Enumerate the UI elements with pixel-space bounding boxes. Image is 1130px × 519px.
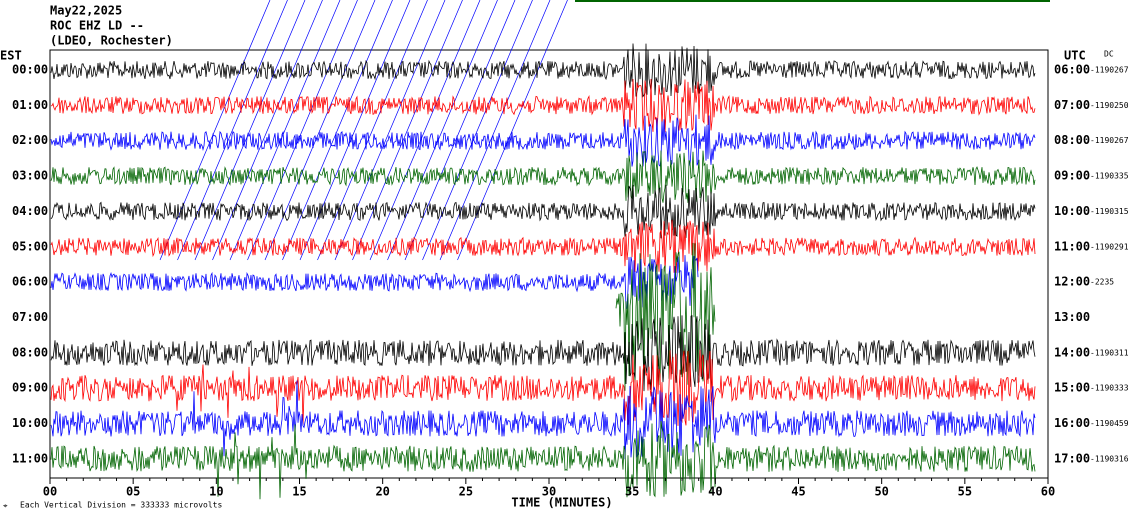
est-hour: 05:00: [12, 239, 48, 253]
est-hour: 09:00: [12, 381, 48, 395]
x-tick-label: 25: [459, 485, 473, 499]
plot-frame: [49, 49, 1049, 479]
est-hour: 01:00: [12, 98, 48, 112]
diagonal-line: [229, 0, 341, 261]
utc-hour: 11:00: [1054, 239, 1090, 253]
traces: [50, 43, 1036, 500]
diagonal-line: [439, 0, 551, 261]
trace: [50, 420, 1036, 500]
est-hour: 03:00: [12, 169, 48, 183]
utc-hour: 12:00: [1054, 275, 1090, 289]
utc-hour: 08:00: [1054, 133, 1090, 147]
trace: [50, 114, 1036, 167]
utc-hour: 17:00: [1054, 451, 1090, 465]
diagonal-line: [159, 0, 271, 261]
diagonal-line: [387, 0, 498, 261]
footer-note: Each Vertical Division = 333333 microvol…: [20, 501, 222, 510]
network: (LDEO, Rochester): [50, 34, 173, 48]
diagonal-line: [177, 0, 288, 261]
diagonal-line: [194, 0, 306, 261]
dc-value: -2235: [1090, 278, 1114, 287]
est-hour: 10:00: [12, 416, 48, 430]
x-tick-label: 60: [1041, 485, 1055, 499]
est-hour: 08:00: [12, 345, 48, 359]
utc-hour: 14:00: [1054, 345, 1090, 359]
x-tick-label: 35: [625, 485, 639, 499]
est-hour: 02:00: [12, 133, 48, 147]
trace: [50, 184, 1036, 239]
x-tick-label: 20: [375, 485, 389, 499]
dc-value: -1190333: [1090, 384, 1129, 393]
est-hour: 07:00: [12, 310, 48, 324]
dc-value: -1190267: [1090, 136, 1129, 145]
trace: [615, 242, 716, 391]
trace: [50, 315, 1036, 392]
x-tick-label: 30: [542, 485, 556, 499]
dc-value: -1190335: [1090, 172, 1129, 181]
utc-hour: 15:00: [1054, 381, 1090, 395]
diagonal-line: [317, 0, 428, 261]
est-label: EST: [0, 49, 22, 63]
diagonal-line: [334, 0, 446, 261]
x-tick-label: 50: [874, 485, 888, 499]
x-axis-title: TIME (MINUTES): [511, 496, 612, 510]
dc-value: -1190291: [1090, 242, 1129, 251]
footer-icon: ⌖: [3, 502, 8, 511]
dc-label: DC: [1104, 50, 1114, 59]
trace: [50, 255, 699, 310]
diagonal-line: [264, 0, 376, 261]
trace: [50, 150, 1036, 203]
diagonal-line: [422, 0, 533, 261]
utc-hour: 16:00: [1054, 416, 1090, 430]
trace: [50, 43, 1036, 98]
est-hour: 04:00: [12, 204, 48, 218]
dc-value: -1190250: [1090, 101, 1129, 110]
diagonal-line: [352, 0, 463, 261]
trace: [50, 219, 1036, 273]
x-tick-label: 10: [209, 485, 223, 499]
est-hour: 00:00: [12, 63, 48, 77]
dc-value: -1190316: [1090, 454, 1129, 463]
utc-hour: 07:00: [1054, 98, 1090, 112]
diagonal-line: [212, 0, 323, 261]
dc-value: -1190315: [1090, 207, 1129, 216]
diagonal-line: [369, 0, 481, 261]
station: ROC EHZ LD --: [50, 19, 144, 33]
est-hour: 06:00: [12, 275, 48, 289]
utc-hour: 09:00: [1054, 169, 1090, 183]
trace: [50, 380, 1036, 460]
dc-value: -1190267: [1090, 66, 1129, 75]
date: May22,2025: [50, 4, 122, 18]
diagonal-lines: [159, 0, 568, 261]
x-tick-label: 05: [126, 485, 140, 499]
dc-value: -1190311: [1090, 348, 1129, 357]
x-tick-label: 55: [958, 485, 972, 499]
utc-hour: 06:00: [1054, 63, 1090, 77]
x-tick-label: 45: [791, 485, 805, 499]
diagonal-line: [457, 0, 568, 261]
diagonal-line: [299, 0, 411, 261]
diagonal-line: [404, 0, 516, 261]
diagonal-line: [247, 0, 358, 261]
utc-label: UTC: [1064, 49, 1086, 63]
x-tick-label: 00: [43, 485, 57, 499]
x-tick-label: 15: [292, 485, 306, 499]
est-hour: 11:00: [12, 451, 48, 465]
x-tick-label: 40: [708, 485, 722, 499]
utc-hour: 13:00: [1054, 310, 1090, 324]
dc-value: -1190459: [1090, 419, 1129, 428]
trace: [50, 78, 1036, 133]
trace: [50, 349, 1036, 426]
diagonal-line: [282, 0, 393, 261]
utc-hour: 10:00: [1054, 204, 1090, 218]
